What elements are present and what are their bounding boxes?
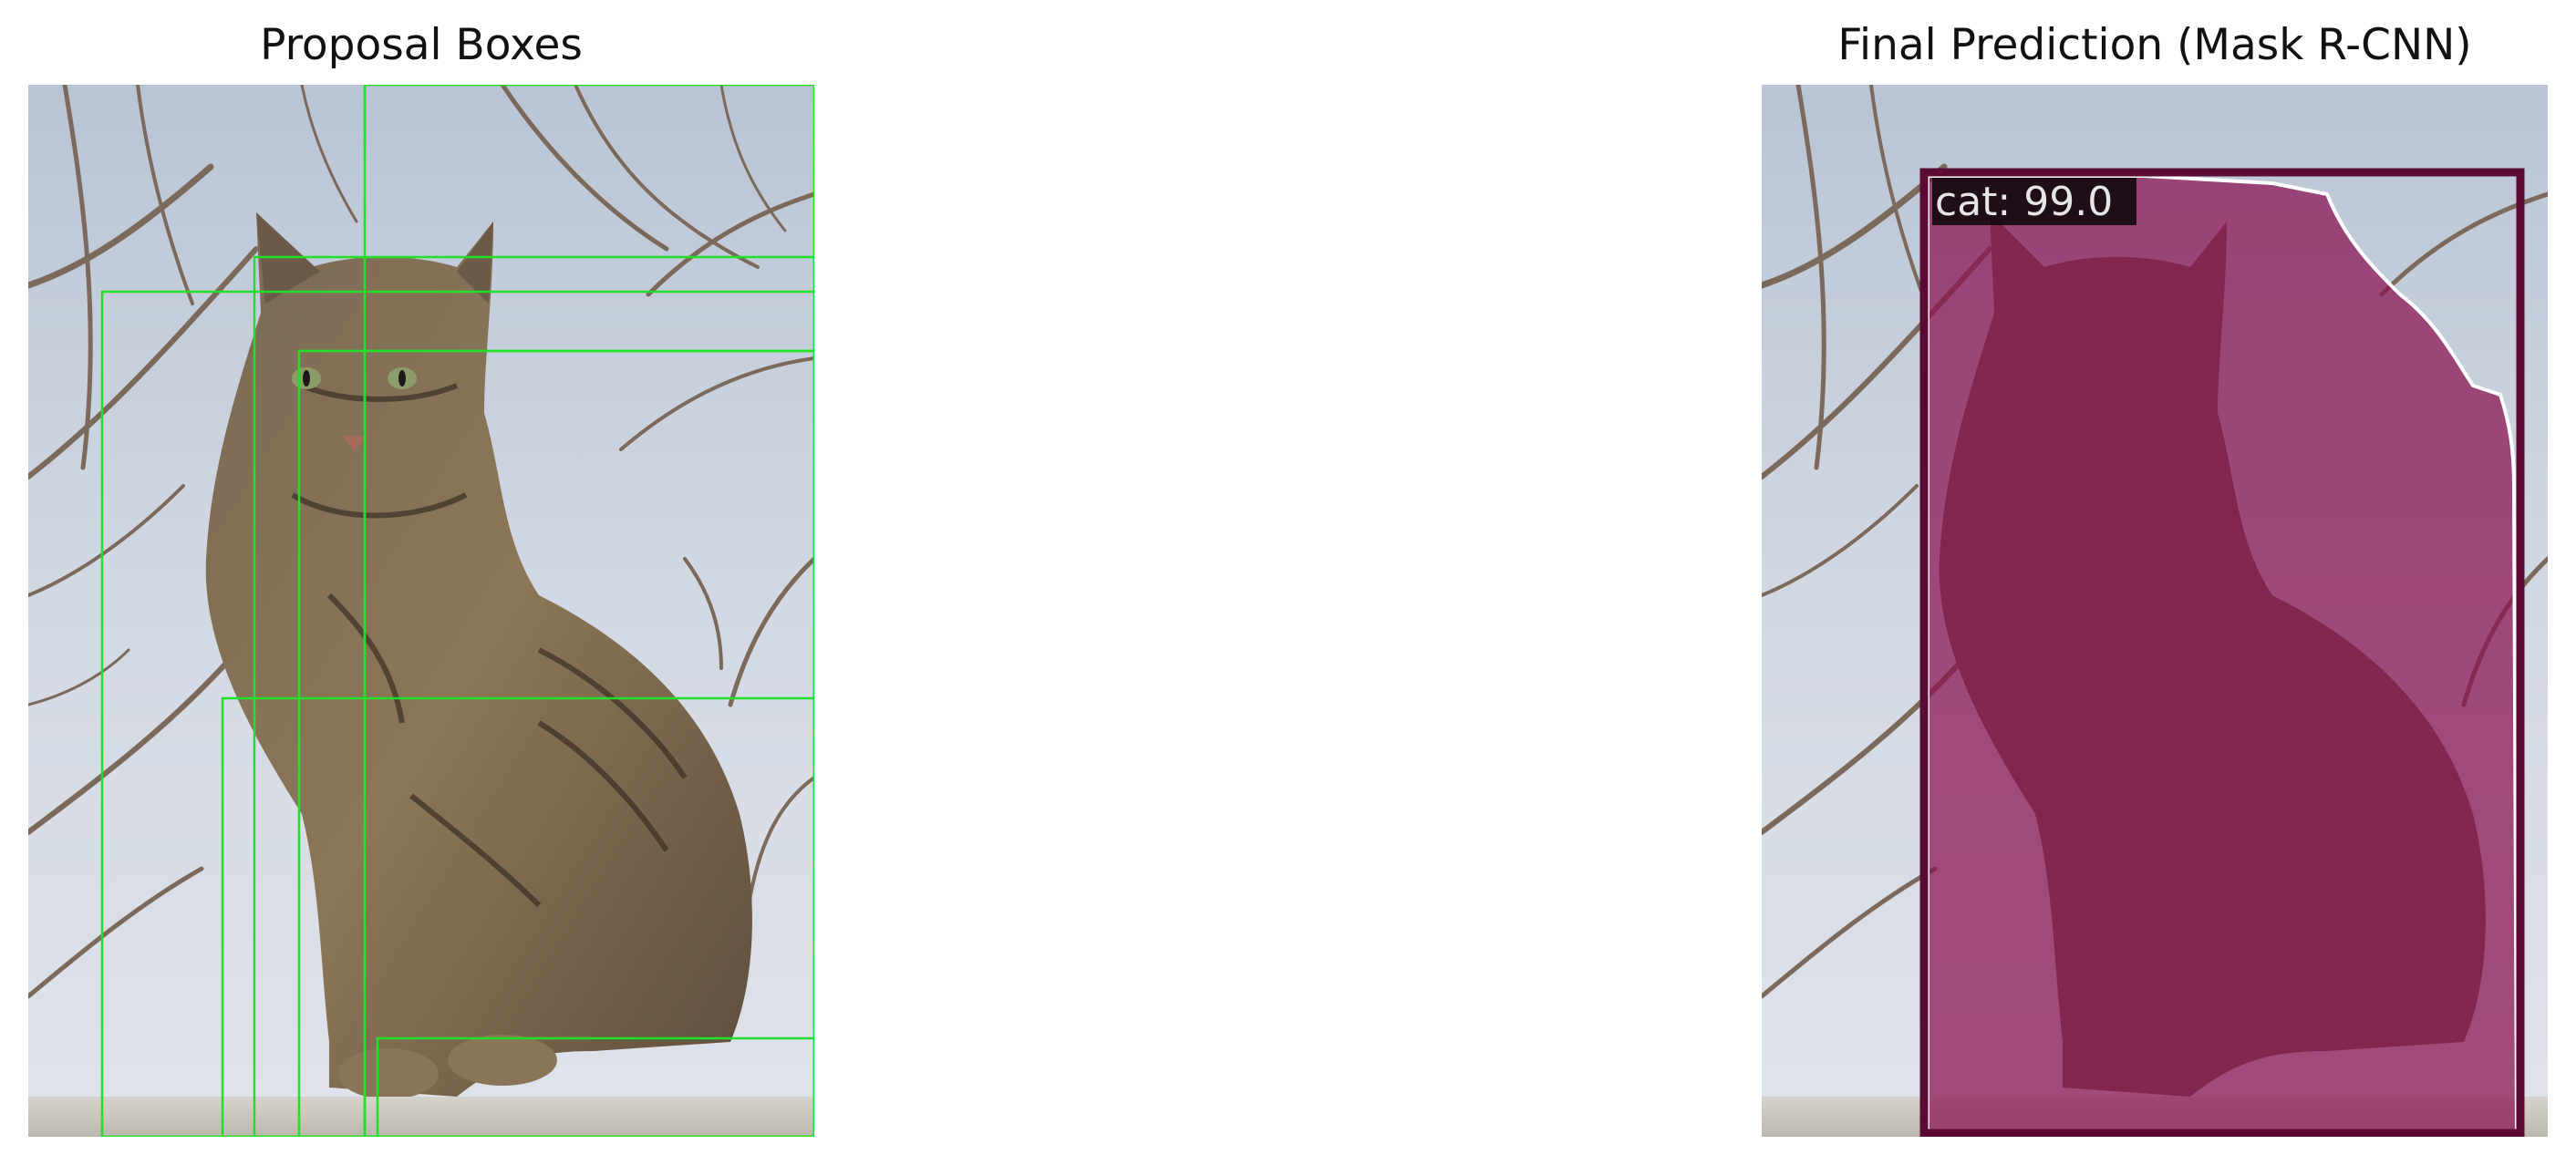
proposal-boxes — [100, 85, 814, 1137]
proposal-image — [28, 85, 814, 1137]
segmentation-mask — [1926, 174, 2519, 1135]
proposal-box-3 — [100, 290, 814, 1137]
proposal-boxes-panel — [28, 85, 814, 1137]
stone-ledge — [28, 1097, 814, 1137]
proposal-boxes-title: Proposal Boxes — [260, 20, 583, 70]
final-prediction-panel: cat: 99.0 — [1762, 85, 2548, 1137]
tree-branches — [28, 85, 814, 999]
proposal-box-6 — [376, 1036, 814, 1137]
detection-label: cat: 99.0 — [1935, 179, 2113, 225]
detection-bounding-box — [1919, 168, 2525, 1137]
cat-figure — [205, 212, 752, 1099]
tree-branches — [1762, 85, 2548, 999]
proposal-box-5 — [221, 696, 814, 1137]
proposal-box-7 — [363, 349, 814, 1137]
detection-label-bg — [1932, 178, 2136, 225]
proposal-box-2 — [253, 255, 814, 1137]
final-prediction-title: Final Prediction (Mask R-CNN) — [1837, 20, 2472, 70]
prediction-image: cat: 99.0 — [1762, 85, 2548, 1137]
